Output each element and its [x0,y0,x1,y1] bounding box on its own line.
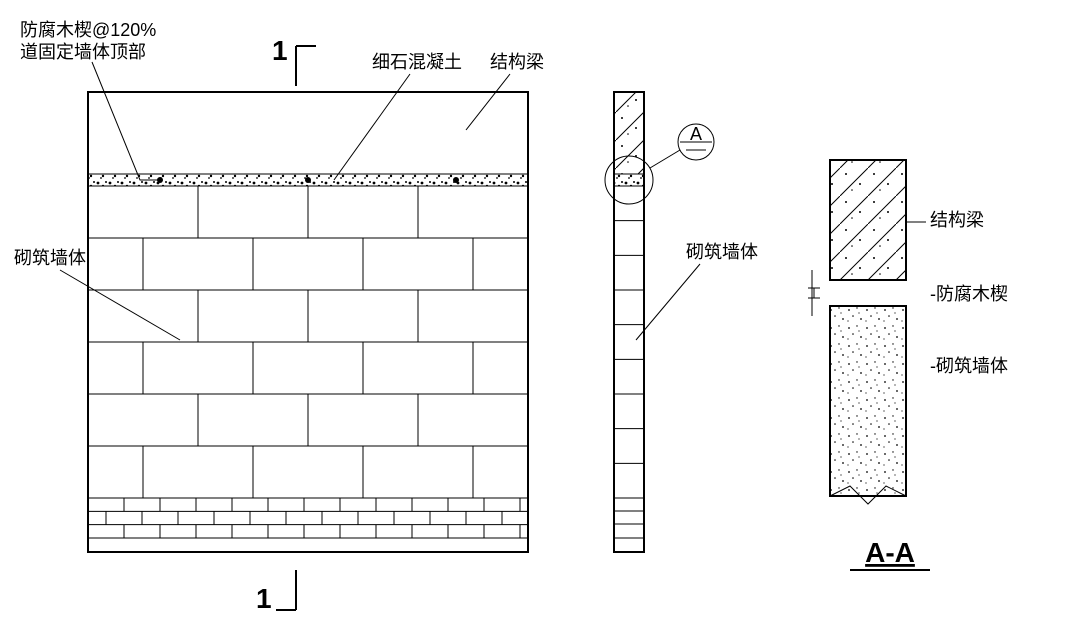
side-beam [614,92,644,174]
label-text: 结构梁 [490,52,544,72]
label-text: 防腐木楔@120% [20,20,156,40]
label-concrete: 细石混凝土 [334,52,462,180]
label-wall-left: 砌筑墙体 [14,248,180,340]
label-text: 道固定墙体顶部 [20,42,146,62]
wedge-dot [305,177,311,183]
detail-label-beam: 结构梁 [930,210,984,230]
detail-label-wedge: -防腐木楔 [930,284,1008,304]
detail-title: A-A [865,537,915,568]
section-mark-top: 1 [272,35,316,86]
front-elevation [88,92,528,552]
label-text: 砌筑墙体 [686,242,758,262]
brick-courses [88,186,528,498]
detail-label-wall: -砌筑墙体 [930,356,1008,376]
detail-beam-block [830,160,906,280]
detail-bubble-label: A [690,124,702,144]
section-mark-label: 1 [256,583,272,614]
label-wedge: 防腐木楔@120% 道固定墙体顶部 [20,20,160,180]
side-section [614,92,644,552]
detail-wall-block [830,306,906,496]
label-text: 细石混凝土 [372,52,462,72]
base-band [88,498,528,538]
base-strip [88,538,528,552]
detail-aa: 结构梁 -防腐木楔 -砌筑墙体 A-A [808,160,1008,570]
label-wall-side: 砌筑墙体 [636,242,758,340]
section-mark-bottom: 1 [256,570,296,614]
side-gravel [614,174,644,186]
label-text: 砌筑墙体 [14,248,86,268]
section-mark-label: 1 [272,35,288,66]
wedge-dot [453,177,459,183]
